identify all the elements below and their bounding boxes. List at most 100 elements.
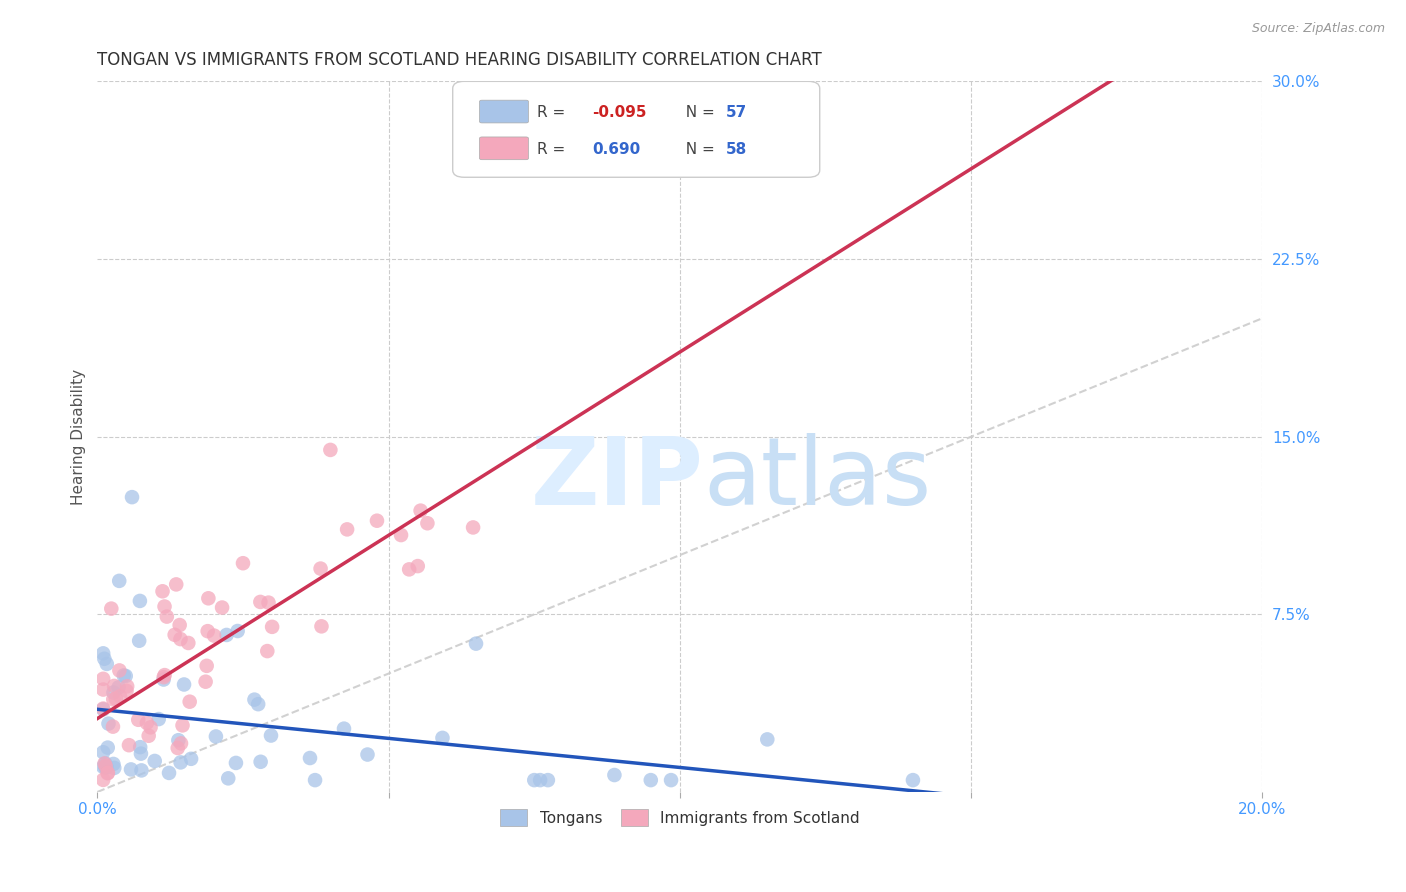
Text: 57: 57 — [725, 105, 747, 120]
Text: atlas: atlas — [703, 434, 931, 525]
Point — [94, 756, 117, 771]
Point — [169, 618, 191, 632]
Y-axis label: Hearing Disability: Hearing Disability — [72, 368, 86, 505]
Point — [91, 646, 114, 660]
Point — [243, 692, 266, 706]
Point — [756, 732, 779, 747]
Point — [217, 772, 239, 786]
Point — [249, 755, 271, 769]
Point — [91, 672, 114, 686]
Point — [120, 763, 142, 777]
Point — [96, 657, 118, 671]
Point — [195, 658, 218, 673]
Point — [167, 733, 190, 747]
Point — [128, 633, 150, 648]
Text: N =: N = — [676, 142, 720, 157]
Point — [169, 756, 191, 770]
Point — [177, 636, 200, 650]
Legend: Tongans, Immigrants from Scotland: Tongans, Immigrants from Scotland — [492, 801, 868, 834]
Point — [115, 683, 138, 698]
Point — [94, 760, 117, 774]
Text: R =: R = — [537, 142, 569, 157]
Point — [659, 773, 682, 788]
Point — [148, 712, 170, 726]
Point — [97, 716, 120, 731]
Point — [103, 685, 125, 699]
FancyBboxPatch shape — [479, 137, 529, 160]
Point — [260, 729, 283, 743]
Point — [640, 773, 662, 788]
Point — [115, 679, 138, 693]
Point — [256, 644, 278, 658]
Point — [143, 754, 166, 768]
Point — [108, 690, 131, 704]
Point — [108, 664, 131, 678]
Point — [249, 595, 271, 609]
Point — [152, 670, 174, 684]
Text: TONGAN VS IMMIGRANTS FROM SCOTLAND HEARING DISABILITY CORRELATION CHART: TONGAN VS IMMIGRANTS FROM SCOTLAND HEARI… — [97, 51, 823, 69]
Point — [100, 601, 122, 615]
Point — [91, 760, 114, 774]
Point — [309, 561, 332, 575]
Point — [96, 760, 118, 774]
Point — [114, 669, 136, 683]
Point — [157, 766, 180, 780]
Text: -0.095: -0.095 — [592, 105, 647, 120]
Point — [523, 773, 546, 788]
Point — [103, 679, 125, 693]
Text: 58: 58 — [725, 142, 747, 157]
Point — [152, 584, 174, 599]
Point — [153, 599, 176, 614]
Point — [202, 629, 225, 643]
Point — [232, 556, 254, 570]
Point — [225, 756, 247, 770]
Point — [139, 720, 162, 734]
FancyBboxPatch shape — [453, 81, 820, 178]
Point — [112, 668, 135, 682]
Point — [153, 668, 176, 682]
Point — [97, 765, 120, 780]
Text: Source: ZipAtlas.com: Source: ZipAtlas.com — [1251, 22, 1385, 36]
Point — [603, 768, 626, 782]
Text: ZIP: ZIP — [530, 434, 703, 525]
Point — [333, 722, 356, 736]
Point — [91, 772, 114, 787]
Point — [432, 731, 454, 745]
Point — [461, 520, 484, 534]
Point — [416, 516, 439, 531]
Point — [319, 442, 342, 457]
Point — [103, 692, 125, 706]
Point — [97, 740, 120, 755]
Point — [129, 740, 152, 755]
Point — [247, 697, 270, 711]
Point — [465, 637, 488, 651]
Point — [901, 773, 924, 788]
Point — [127, 713, 149, 727]
Point — [104, 691, 127, 706]
Point — [91, 702, 114, 716]
Point — [197, 591, 219, 606]
Point — [138, 729, 160, 743]
Point — [205, 730, 228, 744]
Point — [406, 559, 429, 574]
Point — [91, 682, 114, 697]
Point — [103, 756, 125, 771]
Point — [165, 577, 187, 591]
Point — [118, 738, 141, 752]
Point — [103, 761, 125, 775]
Point — [172, 718, 194, 732]
Point — [166, 741, 188, 756]
Point — [97, 766, 120, 780]
Point — [179, 695, 201, 709]
Point — [215, 628, 238, 642]
Point — [91, 745, 114, 759]
Point — [169, 632, 191, 646]
Point — [163, 628, 186, 642]
Point — [311, 619, 333, 633]
Point — [93, 652, 115, 666]
Point — [91, 701, 114, 715]
Point — [94, 760, 117, 774]
Point — [108, 574, 131, 588]
Point — [298, 751, 321, 765]
Point — [356, 747, 378, 762]
